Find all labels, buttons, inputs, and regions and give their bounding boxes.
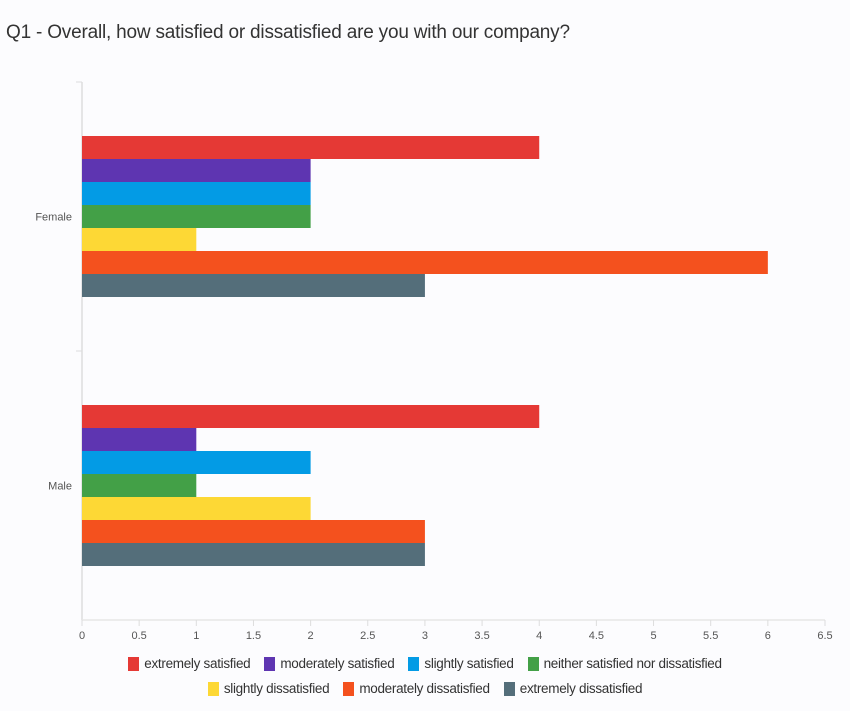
bar	[82, 543, 425, 566]
legend-label: neither satisfied nor dissatisfied	[543, 656, 722, 671]
legend-label: moderately satisfied	[280, 656, 395, 671]
bar	[82, 182, 311, 205]
bar	[82, 228, 197, 251]
legend-swatch	[408, 656, 420, 671]
legend-item[interactable]: moderately dissatisfied	[343, 681, 490, 696]
legend-item[interactable]: extremely satisfied	[128, 656, 251, 671]
bar	[82, 136, 540, 159]
legend-label: extremely dissatisfied	[519, 681, 643, 696]
legend-row-1: extremely satisfied moderately satisfied s…	[0, 656, 850, 671]
x-tick-label: 5	[650, 630, 656, 642]
legend-label: moderately dissatisfied	[359, 681, 490, 696]
x-tick-label: 6	[765, 630, 771, 642]
bar-chart: Female Male 0 0.5 1 1.5 2 2.5 3 3.5 4 4.5 5 5.5 6 6.5	[35, 81, 833, 642]
chart-title: Q1 - Overall, how satisfied or dissatisf…	[6, 22, 570, 43]
x-tick-label: 2	[308, 630, 314, 642]
legend-item[interactable]: neither satisfied nor dissatisfied	[527, 656, 722, 671]
legend-item[interactable]: moderately satisfied	[264, 656, 395, 671]
bar	[82, 520, 425, 543]
bar	[82, 497, 311, 520]
x-tick-label: 3	[422, 630, 428, 642]
legend-label: slightly dissatisfied	[223, 681, 330, 696]
legend-item[interactable]: slightly satisfied	[408, 656, 514, 671]
x-tick-label: 4.5	[589, 630, 604, 642]
bar	[82, 274, 425, 297]
legend-item[interactable]: slightly dissatisfied	[207, 681, 330, 696]
legend-row-2: slightly dissatisfied moderately dissatis…	[0, 681, 850, 696]
legend-swatch	[207, 681, 219, 696]
legend-swatch	[343, 681, 355, 696]
bar	[82, 159, 311, 182]
category-label: Male	[48, 481, 72, 493]
x-tick-label: 1	[193, 630, 199, 642]
legend-item[interactable]: extremely dissatisfied	[503, 681, 643, 696]
x-tick-label: 5.5	[703, 630, 718, 642]
x-tick-label: 1.5	[246, 630, 261, 642]
x-tick-label: 0	[79, 630, 85, 642]
legend-label: extremely satisfied	[144, 656, 251, 671]
x-tick-label: 4	[536, 630, 542, 642]
legend-swatch	[128, 656, 140, 671]
bar	[82, 251, 768, 274]
legend-swatch	[527, 656, 539, 671]
x-tick-label: 6.5	[817, 630, 832, 642]
bar	[82, 451, 311, 474]
x-tick-label: 0.5	[132, 630, 147, 642]
legend-label: slightly satisfied	[424, 656, 514, 671]
legend-swatch	[503, 681, 515, 696]
bar	[82, 474, 197, 497]
bar	[82, 205, 311, 228]
x-tick-label: 2.5	[360, 630, 375, 642]
category-label: Female	[35, 212, 72, 224]
bar	[82, 428, 197, 451]
bar	[82, 405, 540, 428]
x-tick-label: 3.5	[474, 630, 489, 642]
legend-swatch	[264, 656, 276, 671]
